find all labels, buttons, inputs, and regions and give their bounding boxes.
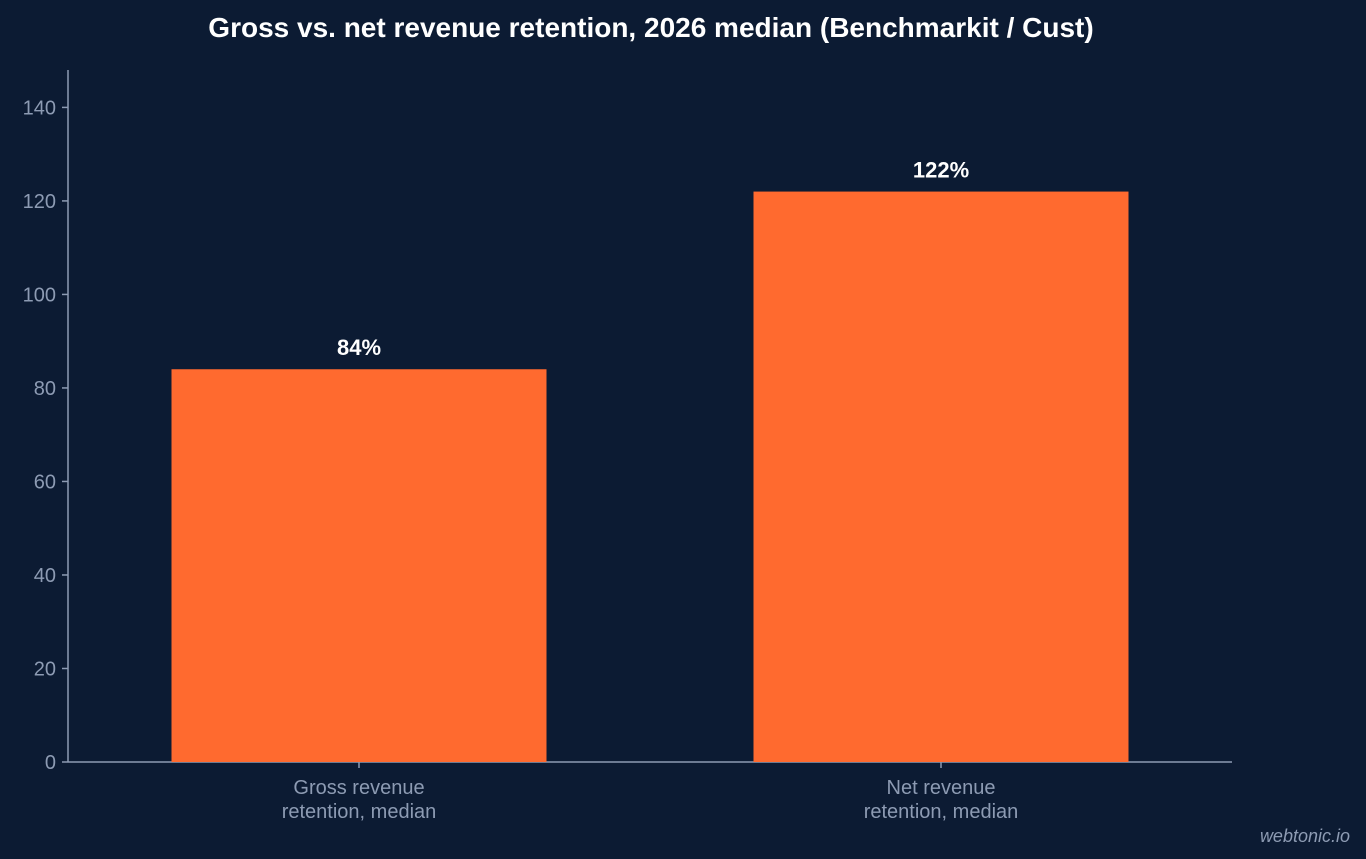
y-tick-label: 40 xyxy=(34,565,56,587)
bars xyxy=(171,191,1129,762)
bar xyxy=(171,369,547,762)
y-tick-label: 60 xyxy=(34,471,56,493)
x-tick-label: Net revenue retention, median xyxy=(864,777,1019,823)
data-label: 84% xyxy=(337,335,381,360)
y-tick-label: 20 xyxy=(34,658,56,680)
y-tick-label: 80 xyxy=(34,378,56,400)
x-axis: Gross revenue retention, median Net revenu… xyxy=(68,761,1232,823)
y-axis: 0 20 40 60 80 100 120 140 xyxy=(23,70,69,774)
y-tick-label: 140 xyxy=(23,97,56,119)
data-label: 122% xyxy=(913,158,969,183)
watermark: webtonic.io xyxy=(1259,826,1350,846)
chart-title: Gross vs. net revenue retention, 2026 me… xyxy=(208,12,1094,43)
y-tick-label: 120 xyxy=(23,191,56,213)
y-tick-label: 0 xyxy=(45,752,56,774)
y-tick-label: 100 xyxy=(23,284,56,306)
bar xyxy=(753,191,1129,762)
x-tick-label: Gross revenue retention, median xyxy=(282,777,437,823)
data-labels: 84% 122% xyxy=(337,158,969,361)
